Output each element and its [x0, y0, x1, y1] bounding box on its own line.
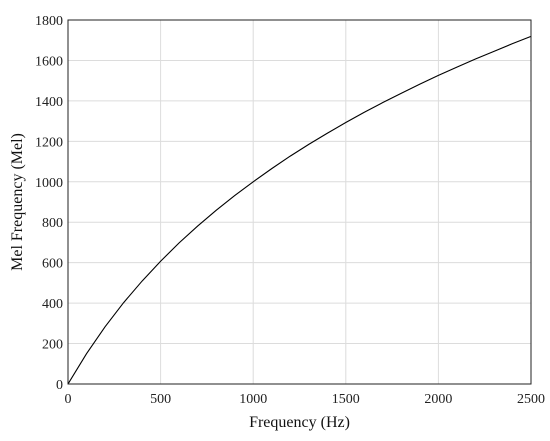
y-tick-label: 200 — [42, 338, 63, 353]
y-tick-label: 1000 — [35, 176, 63, 191]
x-tick-labels: 0 500 1000 1500 2000 2500 — [65, 392, 546, 407]
series-line-mel — [67, 35, 532, 385]
grid-lines — [68, 20, 531, 384]
y-axis-label: Mel Frequency (Mel) — [9, 133, 26, 271]
x-tick-label: 0 — [65, 392, 72, 407]
y-tick-label: 0 — [56, 378, 63, 393]
x-tick-label: 2500 — [517, 392, 545, 407]
y-tick-label: 1600 — [35, 54, 63, 69]
y-tick-label: 600 — [42, 257, 63, 272]
x-tick-label: 1500 — [332, 392, 360, 407]
y-tick-label: 1200 — [35, 135, 63, 150]
x-axis-label: Frequency (Hz) — [249, 414, 350, 431]
x-tick-label: 2000 — [424, 392, 452, 407]
x-tick-label: 500 — [150, 392, 171, 407]
y-tick-label: 800 — [42, 216, 63, 231]
x-tick-label: 1000 — [239, 392, 267, 407]
y-tick-label: 1800 — [35, 14, 63, 29]
y-tick-label: 1400 — [35, 95, 63, 110]
plot-frame — [67, 19, 532, 385]
y-tick-labels: 0 200 400 600 800 1000 1200 1400 1600 1800 — [35, 14, 63, 393]
y-tick-label: 400 — [42, 297, 63, 312]
